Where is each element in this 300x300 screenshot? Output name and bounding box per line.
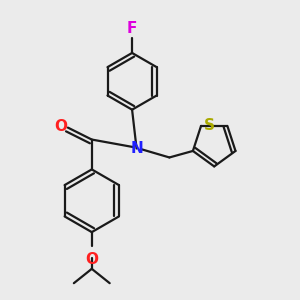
Text: N: N <box>130 141 143 156</box>
Text: O: O <box>54 119 67 134</box>
Text: S: S <box>204 118 215 134</box>
Text: O: O <box>85 252 98 267</box>
Text: F: F <box>127 21 137 36</box>
